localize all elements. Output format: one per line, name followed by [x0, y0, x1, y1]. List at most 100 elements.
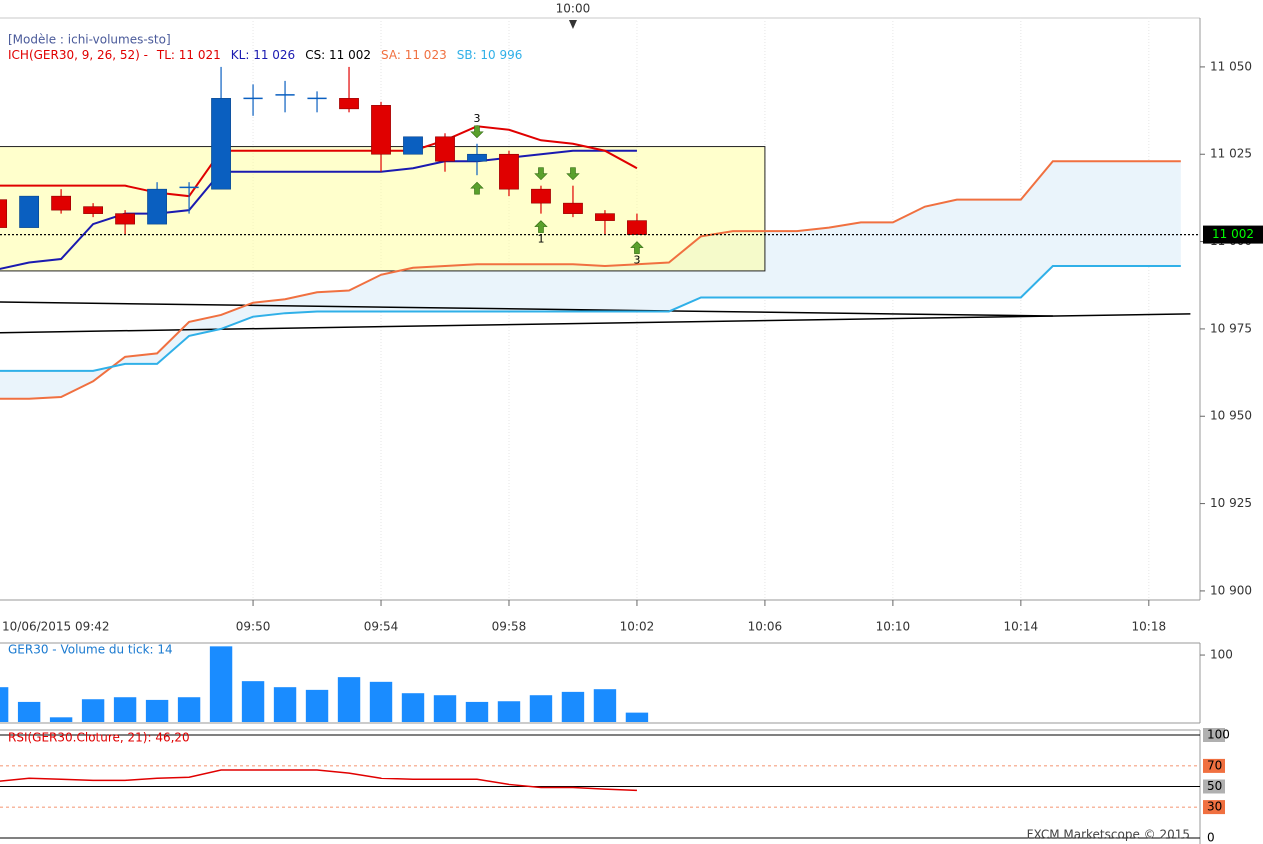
volume-bar [561, 691, 585, 722]
candle-body [563, 202, 583, 214]
candle-body [211, 98, 231, 190]
y-tick-box [1203, 800, 1225, 815]
volume-panel [0, 646, 649, 722]
y-tick-label: 10 900 [1210, 583, 1252, 597]
candle-body [595, 213, 615, 221]
candle-body [19, 195, 40, 228]
candle-body [435, 136, 455, 162]
x-tick-label: 10:14 [1004, 620, 1039, 634]
volume-bar [593, 689, 617, 722]
legend-item: ICH(GER30, 9, 26, 52) - [8, 48, 148, 62]
volume-bar [305, 689, 329, 722]
cursor-label: 10:00 [556, 2, 591, 16]
signal-arrow [534, 220, 548, 233]
candle-body [51, 195, 72, 211]
last-price-label: 11 002 [1212, 227, 1254, 241]
volume-bar [369, 681, 393, 722]
signal-arrow [470, 181, 484, 195]
x-tick-label: 10/06/2015 09:42 [2, 620, 110, 634]
y-tick-label: 50 [1207, 779, 1222, 793]
y-tick-label: 0 [1207, 831, 1215, 844]
signal-arrow [566, 167, 580, 181]
indicator-line [0, 125, 638, 198]
candle-body [499, 153, 519, 190]
volume-bar [81, 699, 105, 722]
indicator-line [0, 149, 637, 270]
cloud-fill [0, 161, 1181, 399]
candle-body [531, 188, 551, 204]
signal-arrow [630, 241, 644, 254]
volume-bar [625, 712, 649, 722]
signal-label: 3 [633, 254, 640, 267]
candle-body [147, 188, 167, 225]
candle-body [83, 206, 103, 214]
chart-subtitle: ICH(GER30, 9, 26, 52) - TL: 11 021 KL: 11 … [8, 48, 522, 62]
y-tick-box [1203, 728, 1225, 742]
volume-bar [0, 687, 9, 722]
rsi-title: RSI(GER30.Cloture, 21): 46,20 [8, 731, 190, 745]
legend-item: SA: 11 023 [381, 48, 447, 62]
y-tick-label: 10 975 [1210, 321, 1252, 335]
rsi-panel [0, 734, 1200, 839]
y-tick-label: 70 [1207, 758, 1222, 772]
candle-body [467, 153, 487, 162]
y-tick-box [1203, 758, 1225, 773]
candle-body [115, 213, 135, 225]
candle-body [403, 136, 423, 155]
signal-label: 3 [473, 112, 480, 125]
candle-body [371, 105, 391, 155]
footer: FXCM Marketscope © 2015 [1027, 828, 1190, 842]
x-tick-label: 10:06 [748, 620, 783, 634]
volume-bar [49, 717, 73, 722]
x-tick-label: 09:58 [492, 620, 527, 634]
x-tick-label: 10:18 [1132, 620, 1167, 634]
y-tick-label: 10 925 [1210, 496, 1252, 510]
indicator-line [0, 301, 1053, 317]
indicator-line [0, 265, 1181, 372]
candle-body [0, 199, 8, 228]
x-tick-label: 10:10 [876, 620, 911, 634]
x-tick-label: 09:50 [236, 620, 271, 634]
volume-bar [241, 681, 265, 722]
volume-bar [209, 646, 233, 722]
indicator-line [0, 313, 1191, 334]
x-tick-label: 10:02 [620, 620, 655, 634]
volume-bar [465, 701, 489, 722]
volume-bar [113, 697, 137, 722]
rsi-line [0, 769, 637, 792]
candle-body [627, 220, 647, 235]
legend-item: CS: 11 002 [305, 48, 371, 62]
highlight-zone [0, 146, 766, 272]
indicator-line [0, 160, 1181, 400]
volume-bar [337, 677, 361, 722]
volume-bar [529, 695, 553, 722]
signal-arrow [534, 167, 548, 181]
legend-item: TL: 11 021 [156, 48, 221, 62]
chart-title: [Modèle : ichi-volumes-sto] [8, 33, 171, 47]
signal-label: 1 [537, 233, 544, 246]
y-tick-label: 10 950 [1210, 409, 1252, 423]
volume-bar [273, 687, 297, 722]
last-price-box [1203, 225, 1263, 244]
volume-bar [497, 701, 521, 722]
volume-bar [177, 697, 201, 722]
volume-bar [401, 693, 425, 722]
y-tick-label: 11 050 [1210, 59, 1252, 73]
volume-bar [17, 701, 41, 722]
y-tick-box [1203, 779, 1225, 794]
volume-bar [433, 695, 457, 722]
volume-bar [145, 699, 169, 722]
y-tick-box [1203, 831, 1225, 844]
x-tick-label: 09:54 [364, 620, 399, 634]
y-tick-label: 30 [1207, 800, 1222, 814]
signal-arrow [470, 125, 484, 139]
y-tick-label: 11 025 [1210, 147, 1252, 161]
legend-item: SB: 10 996 [457, 48, 523, 62]
candle-body [339, 98, 359, 110]
legend-item: KL: 11 026 [231, 48, 295, 62]
y-tick-label: 100 [1210, 648, 1233, 662]
price-panel: 3 1 3 [0, 18, 1200, 600]
cursor-marker [568, 20, 577, 29]
